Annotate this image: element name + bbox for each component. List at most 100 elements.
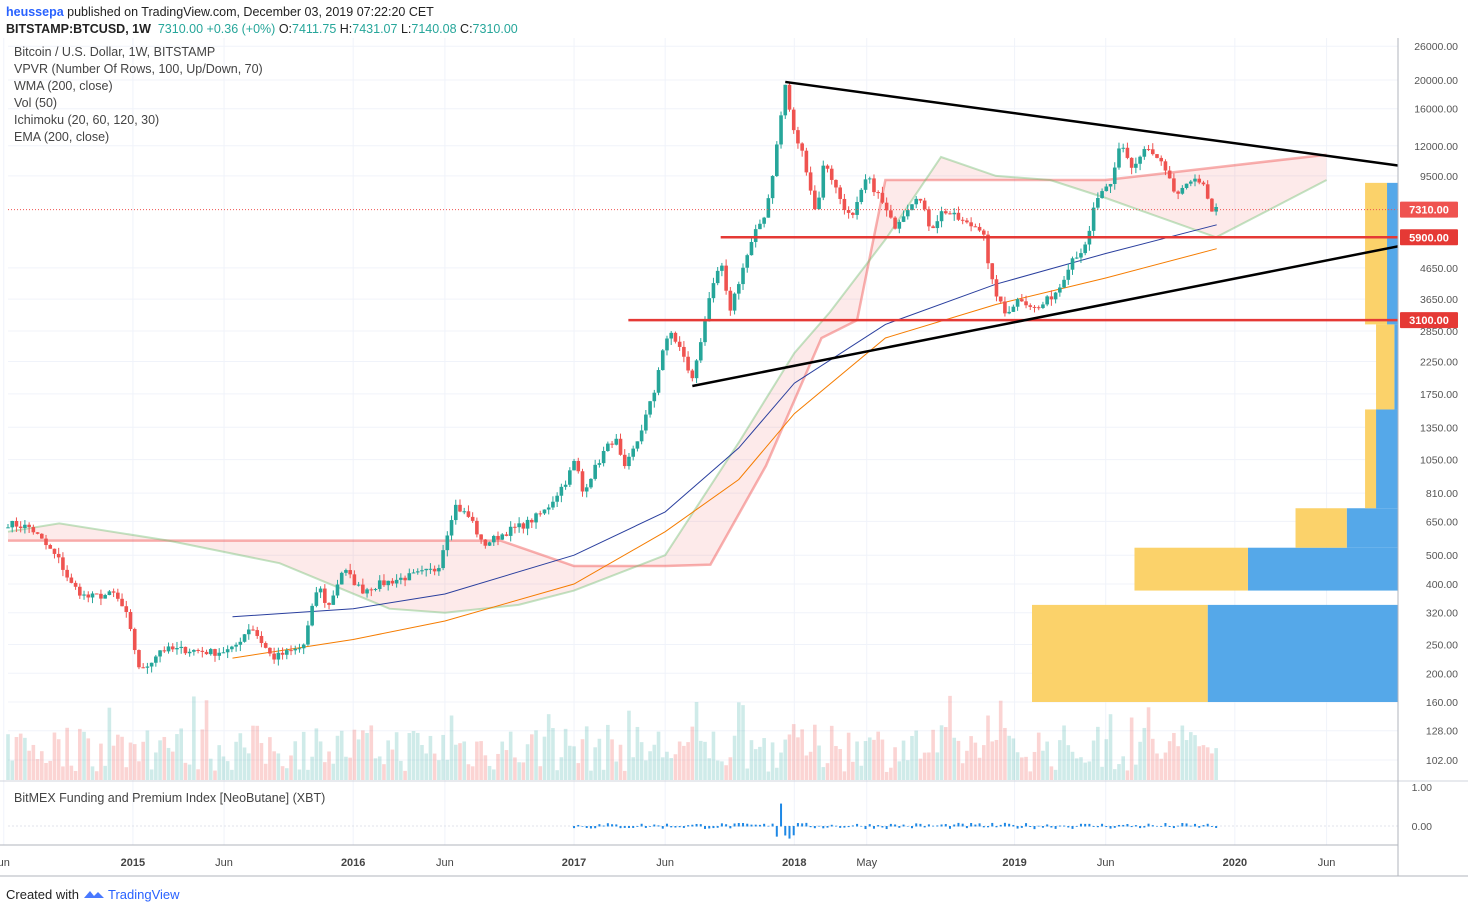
volume-bar	[1045, 741, 1049, 780]
funding-bar	[923, 826, 926, 828]
legend-volume[interactable]: Vol (50)	[14, 96, 58, 110]
candle-body	[508, 526, 513, 536]
legend-main-series[interactable]: Bitcoin / U.S. Dollar, 1W, BITSTAMP	[14, 45, 216, 59]
candle-body	[1058, 287, 1062, 293]
candle-body	[428, 568, 433, 570]
candle-body	[145, 666, 150, 668]
funding-bar	[1189, 825, 1192, 827]
candle-body	[1083, 244, 1087, 254]
candle-body	[690, 370, 695, 379]
volume-bar	[1104, 739, 1109, 780]
funding-bar	[843, 826, 846, 828]
candle-body	[175, 648, 179, 650]
candle-body	[808, 172, 813, 191]
candle-body	[1129, 157, 1134, 168]
volume-bar	[584, 726, 589, 780]
legend-ema[interactable]: EMA (200, close)	[14, 130, 110, 144]
candle-body	[1214, 206, 1218, 212]
volume-bar	[1091, 740, 1096, 780]
volume-bar	[1180, 725, 1185, 780]
funding-bar	[1075, 826, 1078, 827]
funding-bar	[953, 824, 956, 827]
volume-bar	[880, 739, 885, 780]
volume-bar	[627, 710, 631, 780]
funding-bar	[763, 823, 766, 827]
volume-bar	[800, 729, 804, 780]
volume-bar	[344, 756, 348, 780]
volume-bar	[204, 700, 209, 780]
volume-bar	[825, 763, 830, 780]
candle-body	[1003, 301, 1007, 314]
close-value: 7310.00	[472, 22, 518, 36]
volume-bar	[263, 763, 268, 780]
candle-body	[846, 210, 851, 213]
volume-bar	[306, 769, 310, 780]
funding-bar	[619, 826, 622, 829]
volume-bar	[1020, 757, 1024, 780]
volume-bar	[542, 736, 547, 780]
candle-body	[116, 592, 120, 599]
vp-up-bar	[1247, 547, 1398, 591]
funding-bar	[644, 826, 647, 828]
legend-vpvr[interactable]: VPVR (Number Of Rows, 100, Up/Down, 70)	[14, 62, 263, 76]
funding-bar	[1172, 826, 1175, 829]
candle-body	[530, 519, 534, 523]
candles	[6, 83, 1218, 674]
legend-ichimoku[interactable]: Ichimoku (20, 60, 120, 30)	[14, 113, 160, 127]
volume-bar	[568, 745, 572, 780]
volume-bar	[432, 753, 437, 780]
candle-body	[969, 222, 973, 227]
candle-body	[458, 504, 462, 512]
candle-body	[327, 602, 331, 605]
volume-bar	[1125, 770, 1130, 780]
volume-bar	[154, 752, 158, 780]
candle-body	[149, 662, 154, 667]
last-price: 7310.00	[157, 22, 204, 36]
candle-body	[872, 178, 876, 193]
volume-bar	[534, 730, 538, 780]
volume-bar	[973, 742, 978, 780]
funding-pane-title[interactable]: BitMEX Funding and Premium Index [NeoBut…	[14, 791, 326, 805]
volume-bar	[922, 752, 927, 780]
volume-bar	[508, 731, 513, 780]
volume-bar	[86, 738, 91, 780]
volume-bar	[965, 750, 969, 780]
volume-bar	[1083, 762, 1087, 780]
candle-body	[990, 263, 995, 280]
volume-bar	[635, 726, 640, 780]
volume-bar	[361, 730, 365, 780]
candle-body	[897, 221, 902, 229]
volume-bar	[99, 743, 103, 780]
tradingview-brand[interactable]: TradingView	[108, 887, 180, 902]
volume-bar	[297, 769, 302, 780]
wma-line	[232, 224, 1217, 618]
candle-body	[1163, 161, 1168, 171]
candle-body	[373, 588, 378, 590]
funding-bar	[915, 823, 918, 827]
volume-bar	[1121, 756, 1125, 780]
candle-body	[977, 226, 982, 231]
candle-body	[736, 284, 741, 294]
volume-bar	[1134, 764, 1138, 780]
candle-body	[1125, 147, 1130, 158]
candle-body	[986, 234, 990, 264]
candle-body	[1053, 292, 1058, 300]
legend-wma[interactable]: WMA (200, close)	[14, 79, 113, 93]
indicator-legend: Bitcoin / U.S. Dollar, 1W, BITSTAMP VPVR…	[14, 44, 263, 146]
volume-bar	[572, 746, 576, 780]
candle-body	[1032, 306, 1037, 308]
candle-body	[576, 460, 581, 472]
funding-bar	[649, 826, 652, 827]
volume-bar	[441, 734, 445, 780]
high-label: H:	[339, 22, 353, 36]
candle-body	[82, 594, 86, 596]
volume-bar	[238, 733, 243, 780]
candle-body	[268, 647, 272, 654]
candle-body	[90, 593, 95, 598]
volume-bar	[736, 702, 741, 780]
author-name[interactable]: heussepa	[6, 5, 64, 19]
candle-body	[365, 589, 369, 594]
volume-bar	[44, 762, 48, 780]
candle-body	[939, 211, 944, 222]
